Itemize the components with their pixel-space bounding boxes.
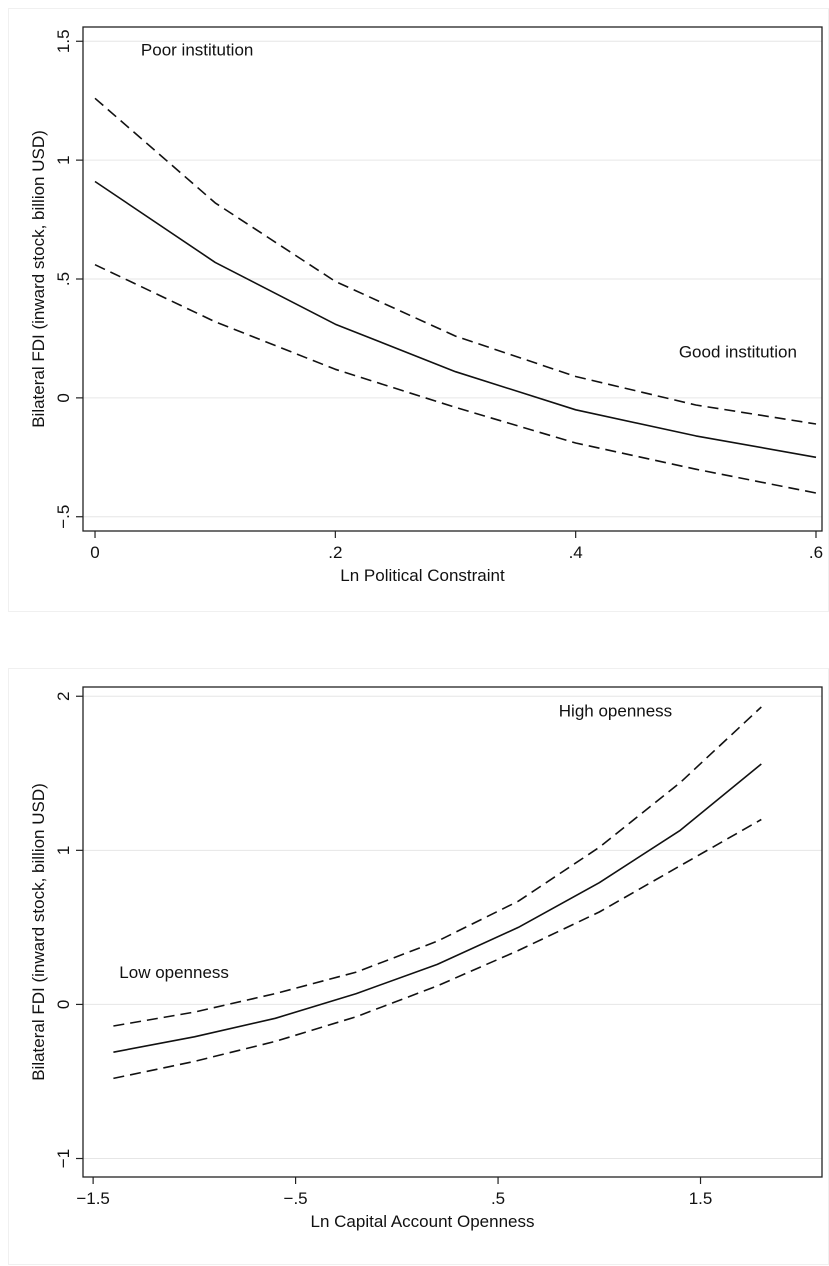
y-axis-label: Bilateral FDI (inward stock, billion USD… [29, 783, 48, 1081]
x-axis-label: Ln Capital Account Openness [311, 1212, 535, 1231]
x-axis-label: Ln Political Constraint [340, 566, 505, 585]
y-tick-label: 0 [54, 393, 73, 402]
chart-annotation: Low openness [119, 963, 229, 982]
confidence-band-line [113, 818, 762, 1080]
x-tick-label: 0 [90, 543, 99, 562]
chart-annotation: High openness [559, 701, 672, 720]
y-tick-label: 1.5 [54, 29, 73, 53]
chart-political-constraint: −.5 0 .5 1 1.5 0 .2 .4 .6 Ln Political Constraint… [29, 26, 823, 585]
chart-capital-account-openness: −1 0 1 2 −1.5 −.5 .5 1.5 Ln Capital Account Open… [29, 686, 823, 1231]
x-tick-label: .4 [569, 543, 583, 562]
y-tick-label: 1 [54, 155, 73, 164]
chart-panel-capital-account-openness: −1 0 1 2 −1.5 −.5 .5 1.5 Ln Capital Account Open… [8, 668, 829, 1265]
confidence-band-line [94, 263, 817, 494]
y-axis-label: Bilateral FDI (inward stock, billion USD… [29, 130, 48, 428]
y-tick-label: 1 [54, 846, 73, 855]
chart-panel-political-constraint: −.5 0 .5 1 1.5 0 .2 .4 .6 Ln Political Constraint… [8, 8, 829, 612]
chart-annotation: Poor institution [141, 41, 253, 60]
confidence-band-line [113, 706, 762, 1027]
y-tick-label: −.5 [54, 505, 73, 529]
estimate-line [113, 763, 762, 1053]
y-tick-label: −1 [54, 1149, 73, 1168]
x-tick-label: 1.5 [689, 1189, 713, 1208]
x-tick-label: −1.5 [76, 1189, 110, 1208]
x-tick-label: −.5 [284, 1189, 308, 1208]
y-tick-label: 0 [54, 1000, 73, 1009]
confidence-band-line [94, 97, 817, 425]
y-tick-label: .5 [54, 272, 73, 286]
x-tick-label: .6 [809, 543, 823, 562]
x-tick-label: .5 [491, 1189, 505, 1208]
plot-area-border [82, 686, 823, 1178]
x-tick-label: .2 [328, 543, 342, 562]
estimate-line [94, 180, 817, 459]
y-tick-label: 2 [54, 692, 73, 701]
chart-annotation: Good institution [679, 342, 797, 361]
